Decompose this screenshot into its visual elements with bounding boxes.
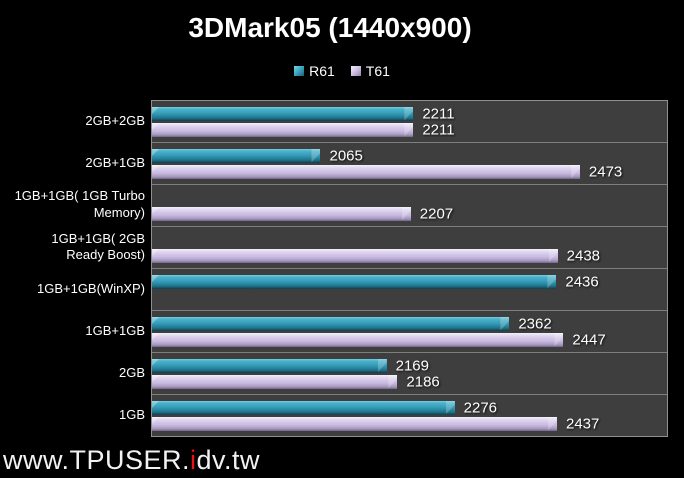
bar-slot-t61: 2437 (152, 415, 667, 432)
category-label: 2GB+2GB (85, 112, 145, 128)
value-label-t61: 2437 (566, 415, 600, 432)
bar-slot-r61 (152, 191, 667, 205)
bar-r61 (152, 400, 455, 415)
chart-title: 3DMark05 (1440x900) (188, 12, 472, 43)
value-label-t61: 2473 (588, 163, 623, 180)
value-label-t61: 2186 (406, 373, 440, 390)
bar-slot-r61: 2211 (152, 105, 667, 122)
bar-r61 (152, 358, 387, 373)
bar-slot-r61: 2362 (152, 315, 667, 332)
value-label-r61: 2362 (518, 315, 552, 332)
category-row: 2436 (152, 269, 667, 311)
value-label-t61: 2207 (419, 205, 454, 222)
watermark-suffix: dv.tw (196, 445, 261, 475)
watermark-prefix: www.TPUSER. (3, 445, 191, 475)
category-label: 2GB (118, 365, 145, 381)
category-row: 2207 (152, 185, 667, 227)
value-label-r61: 2211 (422, 105, 455, 122)
category-label: 1GB (118, 407, 145, 423)
bar-slot-t61: 2186 (152, 373, 667, 390)
value-label-r61: 2065 (329, 147, 363, 164)
bar-slot-r61: 2436 (152, 273, 667, 290)
legend-entry-r61: R61 (294, 63, 335, 79)
bar-t61 (152, 164, 580, 179)
value-label-r61: 2276 (463, 399, 498, 416)
r61-legend-marker-icon (294, 66, 305, 76)
plot-area: 2211 2211 2065 2473 2207 2438 2436 2362 2447 2169… (151, 100, 668, 437)
bar-slot-t61: 2447 (152, 331, 667, 348)
bar-slot-t61: 2438 (152, 247, 667, 264)
bar-t61 (152, 206, 411, 221)
bar-t61 (152, 122, 414, 137)
bar-t61 (152, 248, 558, 263)
category-row: 2065 2473 (152, 143, 667, 185)
bar-slot-t61 (152, 291, 667, 305)
bar-slot-t61: 2207 (152, 205, 667, 222)
category-row: 2276 2437 (152, 395, 667, 436)
value-label-t61: 2211 (422, 121, 455, 138)
value-label-t61: 2438 (566, 247, 601, 264)
category-row: 2438 (152, 227, 667, 269)
category-label: 2GB+1GB (85, 154, 145, 170)
bar-r61 (152, 148, 321, 163)
category-label: 1GB+1GB( 1GB Turbo Memory) (14, 188, 145, 221)
value-label-r61: 2436 (565, 273, 599, 290)
bar-t61 (152, 374, 398, 389)
category-row: 2169 2186 (152, 353, 667, 395)
value-label-r61: 2169 (395, 357, 429, 374)
bar-slot-r61: 2065 (152, 147, 667, 164)
category-label: 1GB+1GB(WinXP) (36, 281, 145, 297)
legend: R61 T61 (0, 63, 684, 79)
value-label-t61: 2447 (572, 331, 606, 348)
category-label: 1GB+1GB( 2GB Ready Boost) (51, 230, 145, 263)
watermark: www.TPUSER.idv.tw (3, 445, 260, 476)
t61-legend-marker-icon (350, 66, 361, 76)
bar-slot-r61 (152, 233, 667, 247)
bar-r61 (152, 106, 414, 121)
category-axis-labels: 2GB+2GB 2GB+1GB 1GB+1GB( 1GB Turbo Memory)… (0, 100, 145, 437)
legend-label-r61: R61 (309, 63, 335, 79)
bar-r61 (152, 316, 510, 331)
bar-slot-t61: 2211 (152, 121, 667, 138)
bar-r61 (152, 274, 557, 289)
category-label: 1GB+1GB (85, 323, 145, 339)
legend-label-t61: T61 (365, 63, 390, 79)
bar-slot-r61: 2276 (152, 399, 667, 416)
category-row: 2211 2211 (152, 101, 667, 143)
category-row: 2362 2447 (152, 311, 667, 353)
watermark-red-letter: i (190, 445, 197, 475)
bar-slot-r61: 2169 (152, 357, 667, 374)
bar-t61 (152, 416, 557, 431)
bar-t61 (152, 332, 564, 347)
bar-slot-t61: 2473 (152, 163, 667, 180)
legend-entry-t61: T61 (350, 63, 390, 79)
